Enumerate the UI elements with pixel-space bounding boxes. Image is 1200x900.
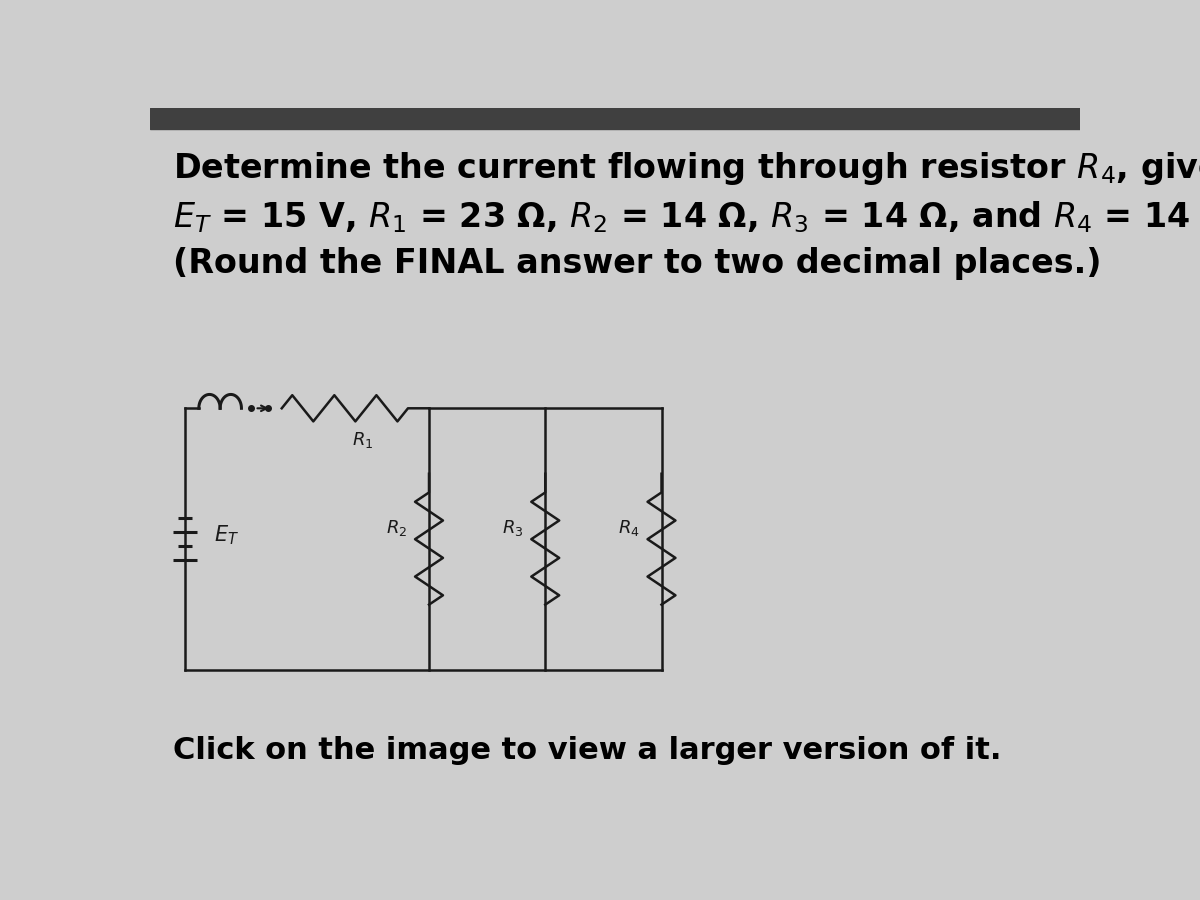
- Text: $R_1$: $R_1$: [353, 430, 374, 450]
- Text: (Round the FINAL answer to two decimal places.): (Round the FINAL answer to two decimal p…: [173, 247, 1102, 280]
- Bar: [150, 108, 1080, 129]
- Text: $E_T$: $E_T$: [215, 524, 240, 547]
- Text: Click on the image to view a larger version of it.: Click on the image to view a larger vers…: [173, 735, 1002, 765]
- Text: $E_T$ = 15 V, $R_1$ = 23 Ω, $R_2$ = 14 Ω, $R_3$ = 14 Ω, and $R_4$ = 14 Ω: $E_T$ = 15 V, $R_1$ = 23 Ω, $R_2$ = 14 Ω…: [173, 199, 1200, 235]
- Text: $R_2$: $R_2$: [386, 518, 407, 537]
- Text: $R_4$: $R_4$: [618, 518, 640, 537]
- Text: Determine the current flowing through resistor $R_4$, given:: Determine the current flowing through re…: [173, 150, 1200, 187]
- Text: $R_3$: $R_3$: [502, 518, 523, 537]
